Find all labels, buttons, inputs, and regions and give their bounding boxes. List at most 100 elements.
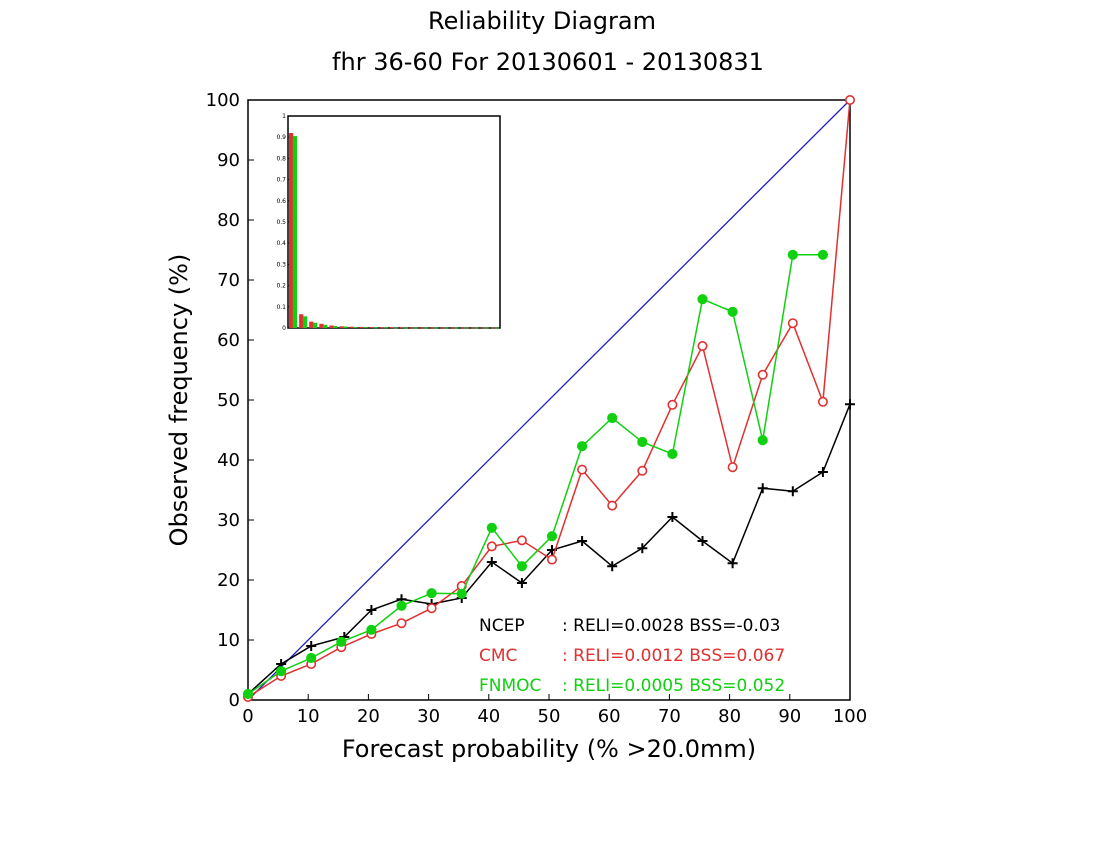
legend-cmc-name: CMC	[479, 646, 517, 666]
x-tick-label: 20	[357, 706, 380, 727]
inset-bar-fnmoc	[313, 322, 318, 328]
x-tick-label: 70	[658, 706, 681, 727]
inset-bars	[289, 133, 499, 329]
data-point-cmc	[667, 399, 678, 410]
data-point-cmc	[486, 541, 497, 552]
x-tick-label: 30	[417, 706, 440, 727]
data-point-ncep	[366, 605, 377, 615]
y-tick-label: 10	[217, 630, 240, 651]
data-point-fnmoc	[242, 688, 254, 700]
inset-tick-label: 0.4	[276, 240, 286, 247]
data-point-fnmoc	[486, 522, 497, 533]
x-tick-label: 100	[833, 706, 867, 727]
inset-tick-label: 0.9	[276, 134, 286, 141]
y-tick-label: 90	[217, 150, 240, 171]
perfect-reliability-diagonal	[247, 99, 851, 701]
legend-ncep-name: NCEP	[479, 616, 525, 636]
data-point-fnmoc	[727, 306, 738, 317]
inset-bar-fnmoc	[292, 136, 297, 328]
inset-tick-label: 0.2	[276, 283, 286, 290]
data-point-fnmoc	[817, 249, 829, 260]
x-tick-label: 0	[242, 706, 253, 727]
data-point-ncep	[727, 558, 738, 569]
data-point-ncep	[787, 486, 798, 497]
data-point-cmc	[396, 618, 407, 629]
inset-bar-fnmoc	[383, 327, 388, 329]
inset-tick-label: 0.5	[276, 219, 286, 226]
inset-bar-cmc	[440, 327, 445, 329]
inset-bar-cmc	[299, 314, 304, 328]
data-point-fnmoc	[456, 588, 467, 599]
data-point-ncep	[817, 467, 828, 477]
x-tick-label: 90	[778, 706, 801, 727]
inset-bar-cmc	[309, 321, 314, 328]
data-point-cmc	[817, 396, 828, 407]
inset-bar-cmc	[319, 323, 324, 328]
legend-fnmoc-stats: : RELI=0.0005 BSS=0.052	[562, 676, 785, 696]
data-point-cmc	[607, 500, 618, 511]
data-point-cmc	[577, 464, 588, 475]
inset-tick-label: 0.8	[276, 155, 286, 162]
data-point-fnmoc	[637, 436, 648, 448]
data-point-fnmoc	[697, 294, 708, 305]
inset-bar-fnmoc	[363, 327, 368, 328]
data-point-fnmoc	[516, 561, 528, 572]
inset-bar-cmc	[390, 327, 395, 329]
series-line-fnmoc	[247, 254, 823, 695]
data-point-fnmoc	[757, 435, 768, 446]
data-point-cmc	[844, 95, 855, 106]
y-tick-label: 70	[217, 270, 240, 291]
inset-tick-label: 0.3	[276, 261, 286, 268]
inset-bar-cmc	[400, 327, 405, 329]
inset-bar-fnmoc	[373, 327, 378, 329]
inset-bar-cmc	[450, 327, 455, 329]
chart-title: Reliability Diagram	[428, 7, 656, 35]
data-point-cmc	[547, 554, 558, 565]
data-point-cmc	[697, 340, 708, 351]
inset-bar-fnmoc	[302, 316, 308, 328]
inset-bar-fnmoc	[424, 327, 429, 329]
data-point-fnmoc	[336, 636, 347, 647]
y-tick-label: 60	[217, 330, 240, 351]
data-point-fnmoc	[426, 588, 437, 599]
x-tick-label: 80	[718, 706, 741, 727]
inset-bar-cmc	[349, 326, 354, 328]
data-point-ncep	[577, 536, 588, 546]
inset-bar-cmc	[329, 325, 334, 328]
y-tick-label: 50	[217, 390, 240, 411]
data-point-fnmoc	[607, 412, 618, 424]
inset-bar-cmc	[470, 327, 475, 329]
inset-tick-label: 0.1	[276, 304, 286, 311]
inset-bar-fnmoc	[494, 327, 499, 329]
data-point-cmc	[426, 603, 437, 614]
inset-tick-label: 1	[282, 113, 286, 120]
inset-bar-cmc	[410, 327, 415, 329]
data-point-ncep	[607, 561, 618, 572]
y-tick-label: 20	[217, 570, 240, 591]
legend-fnmoc-name: FNMOC	[479, 676, 541, 696]
chart-subtitle: fhr 36-60 For 20130601 - 20130831	[332, 48, 764, 76]
y-tick-label: 0	[229, 690, 240, 711]
histogram-inset: 0 0.1 0.2 0.3 0.4 0.5 0.6 0.7 0.8 0.9 1	[276, 113, 501, 332]
inset-bar-fnmoc	[333, 325, 338, 328]
data-point-cmc	[757, 369, 768, 380]
y-tick-label: 30	[217, 510, 240, 531]
data-point-ncep	[306, 641, 317, 651]
inset-bar-fnmoc	[474, 327, 479, 329]
x-tick-label: 40	[477, 706, 500, 727]
inset-bar-fnmoc	[323, 324, 328, 328]
inset-bar-fnmoc	[454, 327, 459, 329]
x-axis-label: Forecast probability (% >20.0mm)	[342, 735, 756, 763]
inset-bar-cmc	[420, 327, 425, 329]
inset-bar-cmc	[339, 326, 344, 328]
inset-bar-fnmoc	[403, 327, 409, 329]
inset-tick-label: 0.6	[276, 198, 286, 205]
y-tick-label: 80	[217, 210, 240, 231]
data-point-cmc	[637, 465, 648, 476]
data-point-fnmoc	[306, 652, 317, 664]
data-point-fnmoc	[366, 624, 377, 635]
data-point-ncep	[697, 536, 708, 546]
data-point-ncep	[667, 512, 678, 522]
x-tick-label: 10	[297, 706, 320, 727]
